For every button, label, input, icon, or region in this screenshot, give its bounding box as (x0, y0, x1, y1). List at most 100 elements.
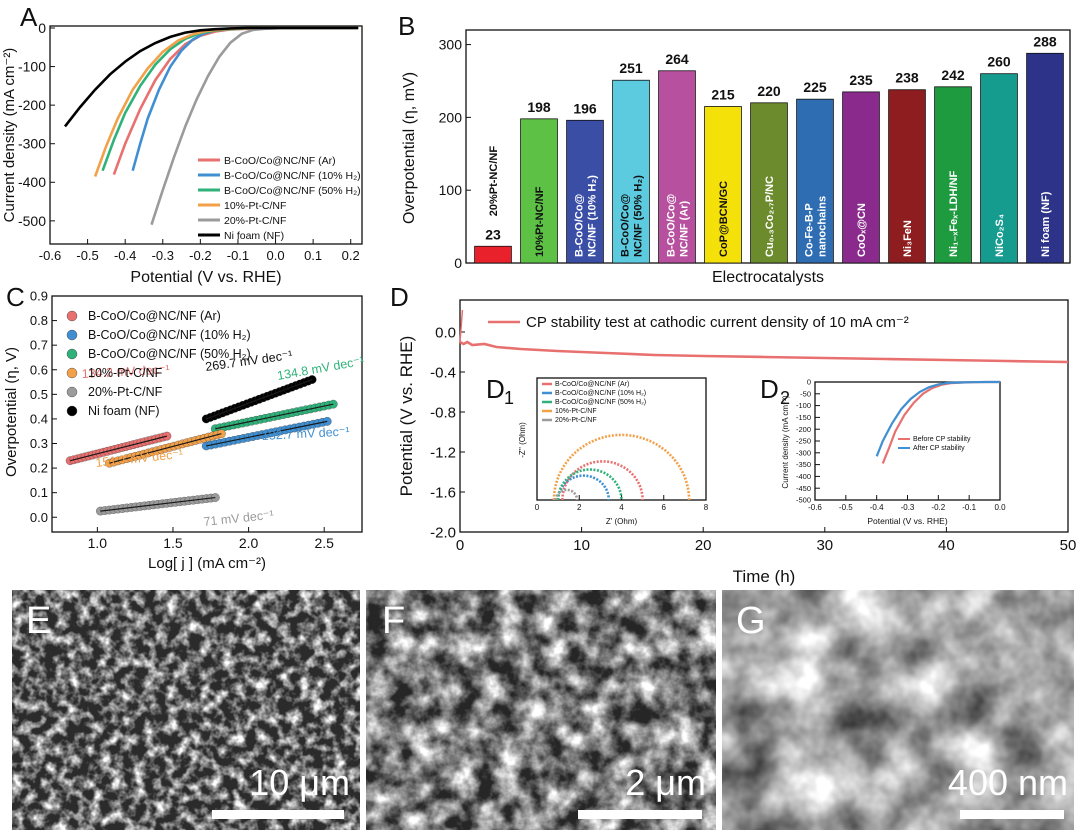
line-series-spike (459, 309, 464, 343)
bar-value-label: 251 (619, 60, 643, 76)
y-tick-label: 0.9 (30, 289, 48, 304)
y-tick-label: -1.2 (430, 444, 456, 461)
legend-entry: B-CoO/Co@NC/NF (10% H₂) (88, 328, 251, 342)
y-tick-label: 0 (454, 255, 462, 271)
x-tick-label: -0.3 (152, 248, 174, 263)
y-tick-label: 0.6 (30, 362, 48, 377)
y-tick-label: 0 (807, 378, 811, 387)
legend-entry: 20%-Pt-C/NF (555, 417, 597, 424)
y-tick-label: -400 (18, 174, 46, 190)
legend-entry: B-CoO/Co@NC/NF (50% H₂) (224, 185, 361, 197)
x-tick-label: 0 (535, 503, 540, 512)
bar-value-label: 238 (895, 70, 919, 86)
x-tick-label: -0.2 (931, 503, 945, 512)
legend-entry: 10%-Pt-C/NF (555, 408, 597, 415)
category-label: NiCo₂S₄ (994, 214, 1006, 257)
y-tick-label: 0.7 (30, 338, 48, 353)
y-tick-label: -0.4 (430, 364, 456, 381)
legend-marker (66, 367, 78, 379)
x-tick-label: 2.0 (239, 535, 259, 551)
panel-label-a: A (20, 2, 38, 32)
inset-d2-axes (814, 381, 1001, 501)
bar-value-label: 215 (711, 86, 735, 102)
scale-bar-label-f: 2 μm (625, 762, 706, 803)
slope-label: 134.2 mV dec⁻¹ (81, 362, 170, 381)
line-series (112, 26, 359, 176)
x-tick-label: 8 (704, 503, 709, 512)
x-tick-label: -0.1 (227, 248, 249, 263)
category-label: Ni foam (NF) (1040, 191, 1052, 257)
legend-marker (66, 329, 78, 341)
y-tick-label: -400 (796, 472, 811, 481)
x-tick-label: 20 (695, 537, 712, 554)
x-tick-label: 6 (662, 503, 667, 512)
panel-label-d2: D (760, 374, 779, 404)
legend-entry: 20%-Pt-C/NF (88, 385, 163, 399)
fit-line (215, 403, 334, 430)
category-label: 10%Pt-NC/NF (534, 186, 546, 257)
x-tick-label: 0.1 (304, 248, 322, 263)
bar-value-label: 225 (803, 79, 827, 95)
bar (704, 106, 742, 264)
y-tick-label: 0.1 (30, 485, 48, 500)
bar (520, 118, 558, 264)
category-label: Co-Fe-B-P (804, 203, 816, 257)
category-label: B-CoO/Co@ (620, 193, 632, 257)
legend-entry: Before CP stability (913, 436, 971, 443)
nyquist-series (556, 474, 611, 501)
y-axis-label: Overpotential (η, V) (3, 347, 20, 477)
x-tick-label: 0.0 (267, 248, 285, 263)
y-tick-label: 200 (439, 109, 463, 125)
line-series (875, 380, 1000, 457)
legend-marker (66, 405, 78, 417)
y-tick-label: -350 (796, 460, 811, 469)
legend-marker (66, 348, 78, 360)
scale-bar-label-g: 400 nm (947, 762, 1068, 803)
x-tick-label: -0.1 (962, 503, 976, 512)
scatter-point (217, 429, 226, 439)
category-label: Ni₁₋ₓFeₓ-LDH/NF (948, 170, 960, 257)
legend-entry: CP stability test at cathodic current de… (526, 314, 909, 331)
bar-value-label: 23 (485, 226, 501, 242)
category-label: B-CoO/Co@ (666, 193, 678, 257)
category-label: Cu₀.₃Co₂.₇P/NC (764, 176, 776, 257)
legend-entry: B-CoO/Co@NC/NF (10% H₂) (555, 390, 646, 397)
slope-label: 71 mV dec⁻¹ (203, 508, 275, 529)
panel-d-axes (459, 299, 1069, 533)
x-axis-label: Z' (Ohm) (606, 517, 638, 526)
legend-entry: 10%-Pt-C/NF (88, 366, 163, 380)
scale-bar-label-e: 10 μm (249, 762, 350, 803)
legend-entry: B-CoO/Co@NC/NF (50% H₂) (88, 347, 251, 361)
y-tick-label: 0.4 (30, 411, 48, 426)
sem-image-e (12, 590, 360, 830)
y-tick-label: -50 (800, 389, 811, 398)
x-tick-label: 30 (816, 537, 833, 554)
panel-c-axes (51, 295, 363, 533)
fit-line (69, 435, 168, 462)
bar-value-label: 260 (987, 54, 1011, 70)
category-label: CoP@BCN/GC (718, 181, 730, 257)
category-label: Ni₃FeN (902, 220, 914, 257)
legend-entry: B-CoO/Co@NC/NF (Ar) (224, 155, 336, 167)
bar (842, 91, 880, 264)
bar (474, 245, 512, 264)
x-axis-label: Time (h) (733, 567, 796, 586)
x-tick-label: -0.5 (839, 503, 853, 512)
y-tick-label: -200 (18, 97, 46, 113)
bar (658, 70, 696, 264)
bar-value-label: 242 (941, 67, 965, 83)
x-tick-label: 40 (938, 537, 955, 554)
panel-label-c: C (6, 282, 25, 312)
bar (1026, 52, 1064, 264)
legend-entry: Ni foam (NF) (88, 404, 160, 418)
bar-value-label: 220 (757, 83, 781, 99)
y-tick-label: -500 (796, 496, 811, 505)
x-tick-label: 10 (573, 537, 590, 554)
category-label: 20%Pt-NC/NF (488, 146, 500, 217)
x-tick-label: -0.2 (189, 248, 211, 263)
legend-entry: B-CoO/Co@NC/NF (Ar) (555, 381, 629, 388)
x-tick-label: -0.5 (76, 248, 98, 263)
fit-line (206, 420, 328, 447)
y-tick-label: 0.0 (30, 510, 48, 525)
x-tick-label: 1.5 (163, 535, 183, 551)
